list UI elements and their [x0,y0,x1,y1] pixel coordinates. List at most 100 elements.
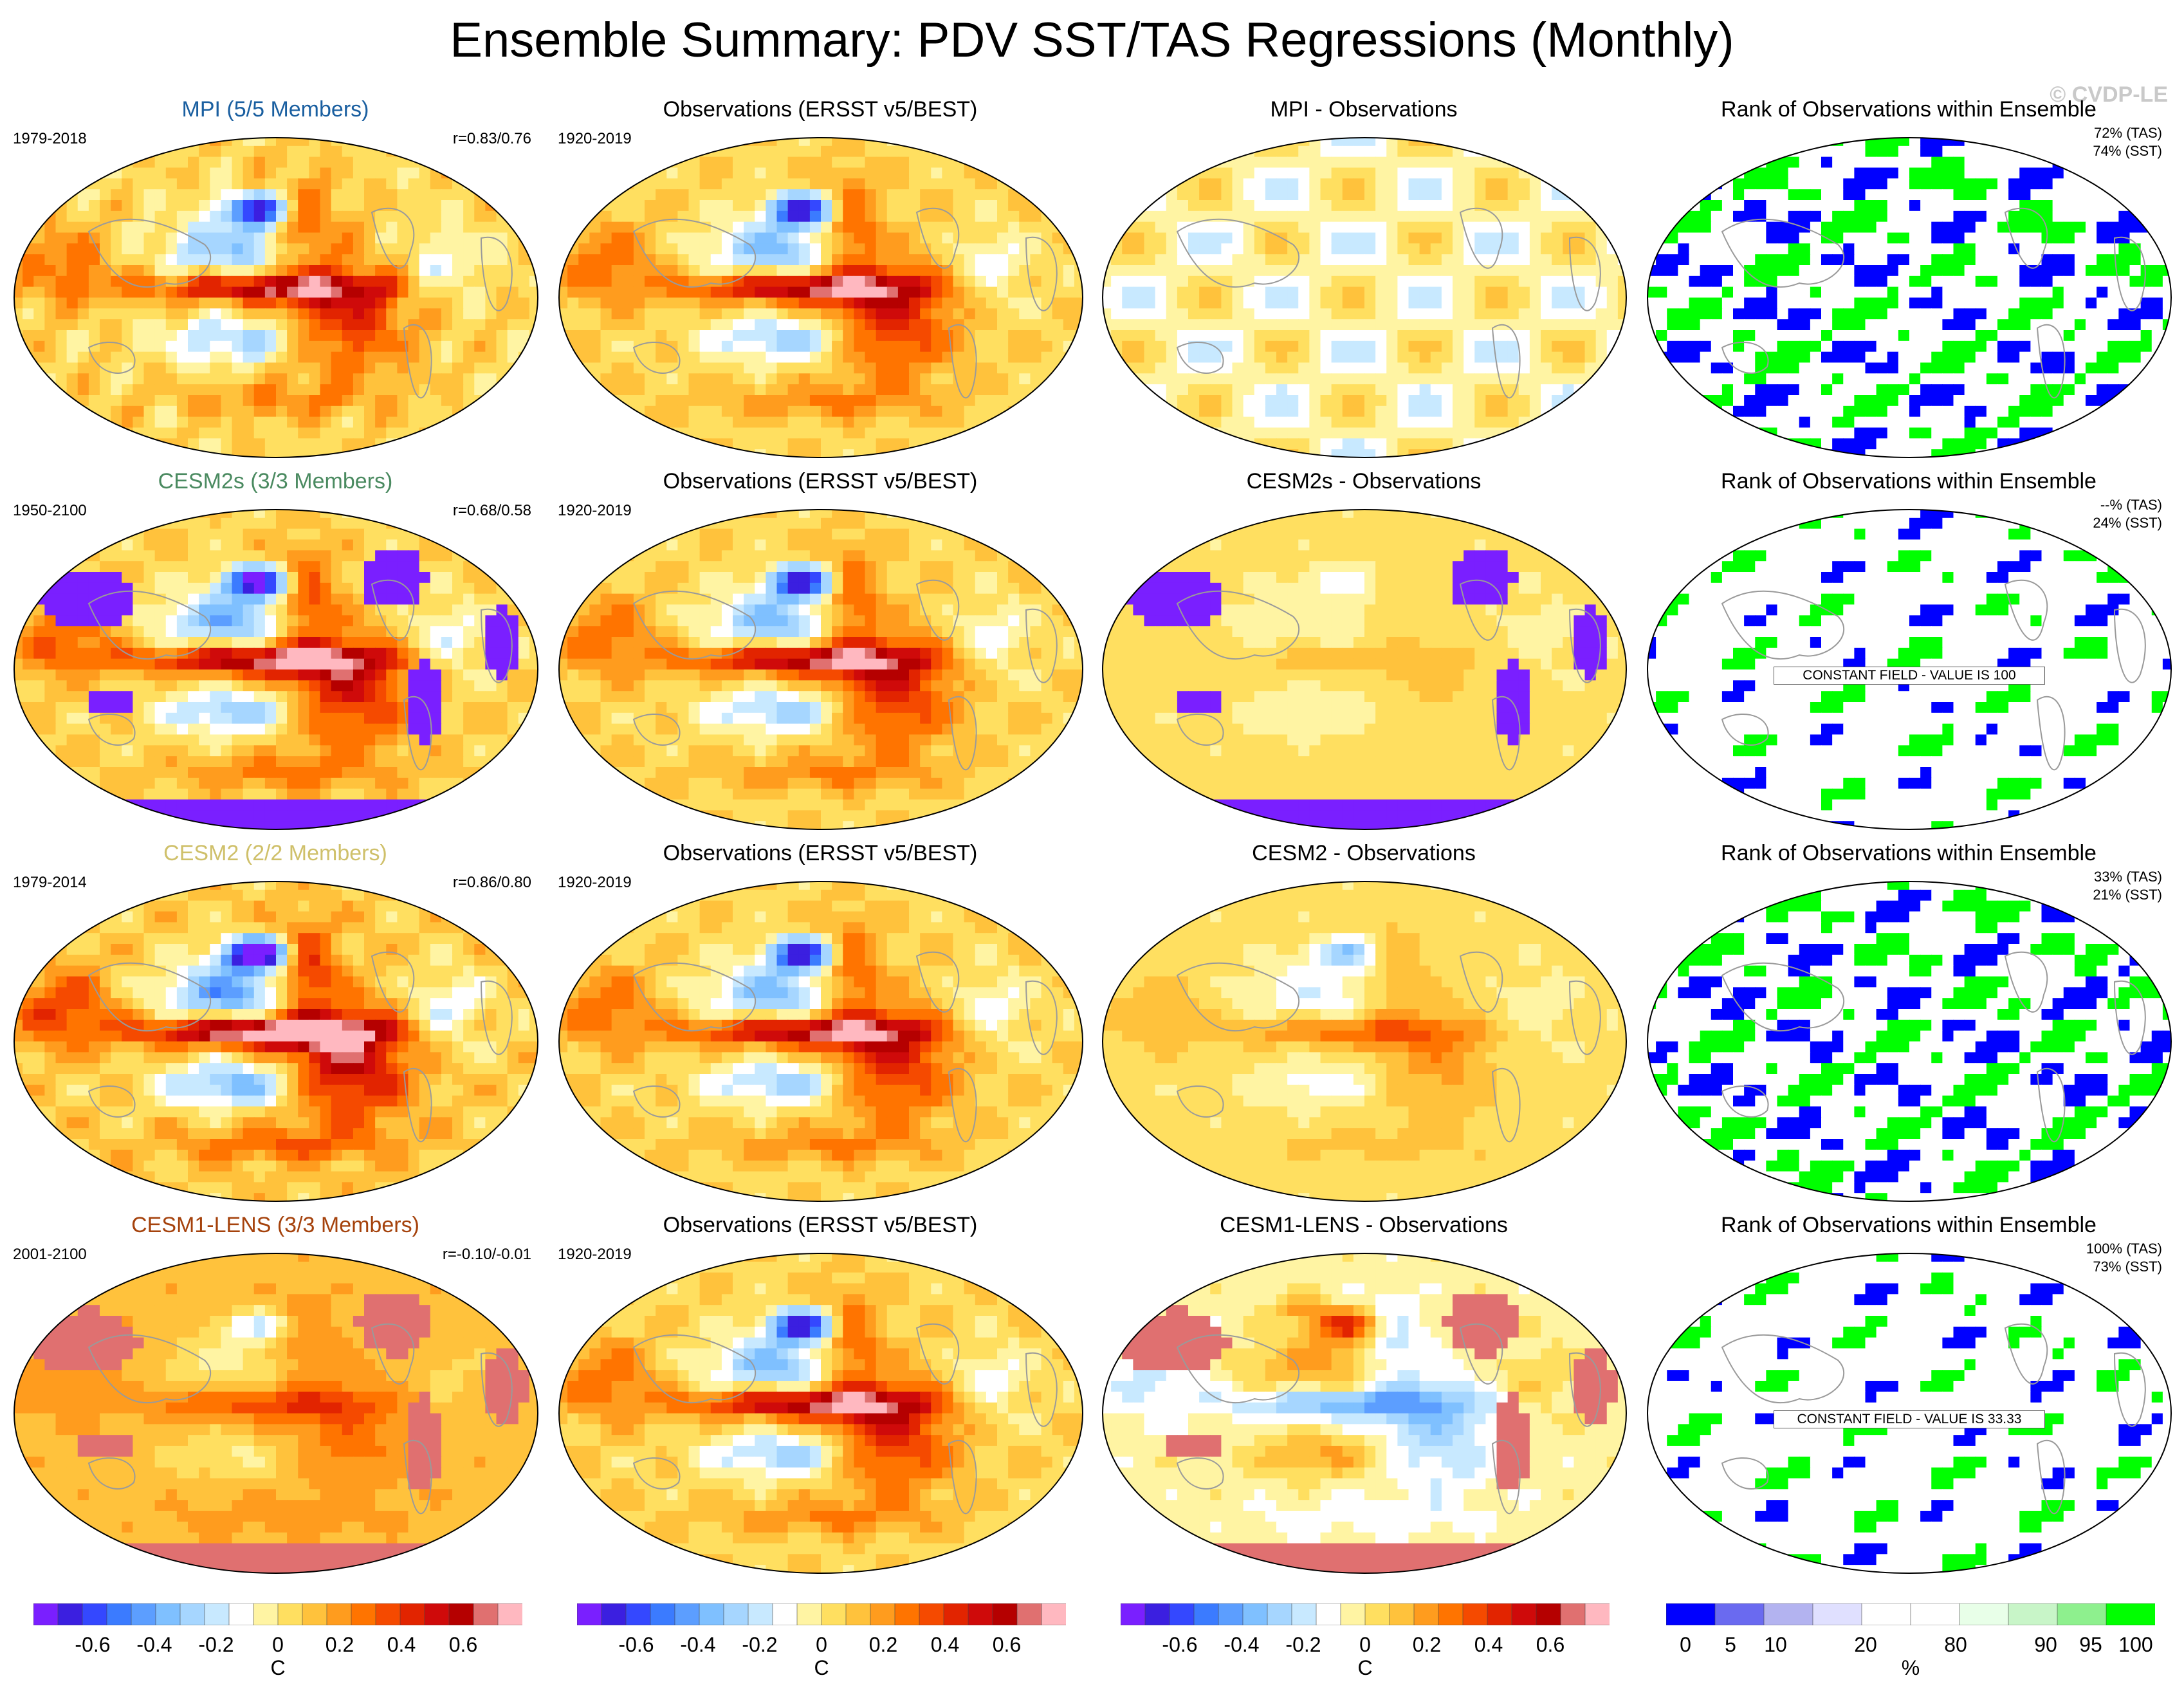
colorbar-swatch [1291,1603,1317,1625]
coastline [1176,207,1601,399]
panel-diff-row3: CESM2 - Observations [1091,839,1637,1211]
colorbar-swatch [723,1603,749,1625]
map-model [14,881,538,1202]
colorbar-tick-label: 0.2 [869,1633,897,1656]
colorbar-swatch [1218,1603,1243,1625]
coastline [87,1323,513,1515]
period-label: 1950-2100 [13,502,87,520]
coastline [632,1323,1058,1515]
colorbar-swatch [155,1603,181,1625]
colorbar-swatch [1016,1603,1042,1625]
sst-rank-percent: 24% (SST) [2093,515,2162,531]
colorbar-swatch [326,1603,352,1625]
period-label: 1979-2018 [13,130,87,148]
colorbar-1: -0.6 -0.4 -0.2 0 0.2 0.4 0.6 C [33,1603,522,1681]
constant-field-note: CONSTANT FIELD - VALUE IS 100 [1774,667,2045,685]
coastline [632,951,1058,1143]
colorbar-swatch [1364,1603,1390,1625]
colorbar-swatch [1536,1603,1561,1625]
watermark: © CVDP-LE [1994,82,2168,107]
colorbar-tick-label: 100 [2118,1633,2152,1656]
colorbar-tick-label: -0.4 [1224,1633,1259,1656]
coastline [1721,207,2146,399]
colorbar-tick-label: -0.6 [618,1633,654,1656]
coastline [632,207,1058,399]
panel-diff-row4: CESM1-LENS - Observations [1091,1211,1637,1583]
colorbar-swatch [1487,1603,1512,1625]
colorbar-tick-label: 0.6 [1536,1633,1565,1656]
map-border [1102,881,1627,1202]
colorbar-swatch [2106,1603,2155,1625]
colorbar-swatch [1910,1603,1960,1625]
map-border [558,509,1083,830]
colorbar-swatch [33,1603,59,1625]
map-border [1647,137,2172,458]
panel-diff-row2: CESM2s - Observations [1091,467,1637,839]
colorbar-swatches [33,1603,522,1625]
figure-title: Ensemble Summary: PDV SST/TAS Regression… [0,12,2184,69]
coastline [1721,579,2146,771]
panel-rank-row4: Rank of Observations within Ensemble 100%… [1636,1211,2181,1583]
colorbar-tick-label: 90 [2034,1633,2057,1656]
map-obs [558,509,1083,830]
colorbar-swatch [1389,1603,1415,1625]
map-border [14,509,538,830]
map-diff [1102,137,1627,458]
panel-model-row1: MPI (5/5 Members) 1979-2018 r=0.83/0.76 [3,95,548,467]
sst-rank-percent: 73% (SST) [2093,1259,2162,1275]
colorbar-tick-label: 0 [1359,1633,1371,1656]
diff-panel-title: CESM2 - Observations [1091,839,1637,867]
map-border [558,137,1083,458]
colorbar-swatch [943,1603,969,1625]
map-border [1102,509,1627,830]
colorbar-unit: C [270,1656,285,1679]
diff-panel-title: MPI - Observations [1091,95,1637,124]
rank-panel-title: Rank of Observations within Ensemble [1636,95,2181,124]
map-model [14,137,538,458]
colorbar-swatch [473,1603,499,1625]
obs-panel-title: Observations (ERSST v5/BEST) [547,467,1093,495]
colorbar-tick-label: -0.2 [198,1633,234,1656]
model-panel-title: CESM2s (3/3 Members) [3,467,548,495]
colorbar-swatch [1666,1603,1716,1625]
colorbar-tick-label: 20 [1854,1633,1877,1656]
pattern-correlation: r=0.68/0.58 [453,502,531,520]
coastline [1176,1323,1601,1515]
colorbar-swatch [277,1603,303,1625]
colorbar-tick-label: 80 [1944,1633,1967,1656]
map-model [14,509,538,830]
map-border [1647,509,2172,830]
colorbar-swatch [1041,1603,1066,1625]
map-border [1647,1253,2172,1574]
coastline [1176,951,1601,1143]
sst-rank-percent: 74% (SST) [2093,143,2162,160]
colorbar-tick-label: 0.2 [326,1633,354,1656]
map-border [558,1253,1083,1574]
colorbar-swatch [204,1603,230,1625]
coastline [1721,951,2146,1143]
colorbar-tick-label: -0.6 [75,1633,110,1656]
pattern-correlation: r=0.83/0.76 [453,130,531,148]
colorbar-swatch [179,1603,205,1625]
colorbar-tick-label: -0.6 [1162,1633,1197,1656]
colorbar-swatch [1511,1603,1537,1625]
colorbar-swatch [2057,1603,2107,1625]
colorbar-swatch [424,1603,450,1625]
coastline [1176,579,1601,771]
colorbar-swatch [1462,1603,1488,1625]
colorbar-swatch [1413,1603,1439,1625]
tas-rank-percent: 72% (TAS) [2094,125,2162,142]
colorbar-tick-label: 0.4 [387,1633,416,1656]
period-label: 1920-2019 [558,502,632,520]
tas-rank-percent: 100% (TAS) [2086,1241,2162,1257]
pattern-correlation: r=0.86/0.80 [453,874,531,892]
colorbar-swatch [1560,1603,1586,1625]
colorbar-tick-label: -0.4 [680,1633,715,1656]
colorbar-tick-label: 10 [1764,1633,1787,1656]
colorbar-tick-label: 5 [1725,1633,1736,1656]
model-panel-title: MPI (5/5 Members) [3,95,548,124]
colorbar-swatch [992,1603,1018,1625]
period-label: 2001-2100 [13,1246,87,1264]
colorbar-swatch [57,1603,83,1625]
